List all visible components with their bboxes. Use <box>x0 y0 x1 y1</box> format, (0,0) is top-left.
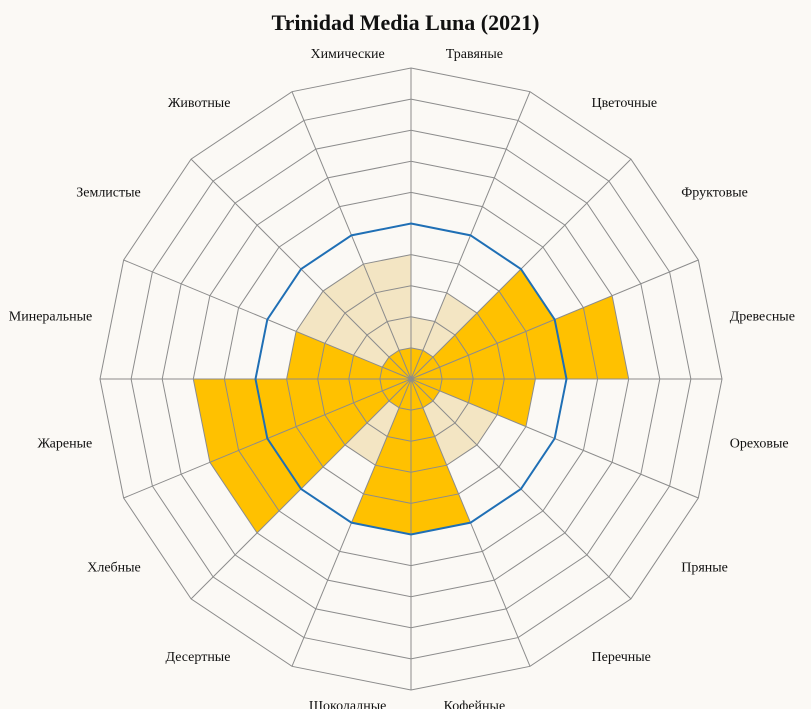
category-label-6: Пряные <box>681 561 728 576</box>
background-wedge-15 <box>323 264 411 379</box>
chart-title: Trinidad Media Luna (2021) <box>271 10 540 35</box>
value-wedge-2 <box>411 350 433 379</box>
value-wedge-9 <box>351 379 411 535</box>
grid-layer <box>99 67 723 691</box>
reference-ring <box>254 222 568 536</box>
value-wedge-3 <box>411 269 555 379</box>
category-label-12: Жареные <box>37 436 92 451</box>
category-label-3: Фруктовые <box>681 185 748 200</box>
value-wedge-15 <box>389 350 411 379</box>
category-label-10: Десертные <box>166 650 231 665</box>
value-wedge-7 <box>411 379 433 408</box>
category-label-11: Хлебные <box>87 561 141 576</box>
category-label-9: Шоколадные <box>309 699 386 709</box>
value-wedge-12 <box>193 379 411 463</box>
category-label-15: Животные <box>168 96 231 111</box>
reference-ring-layer <box>254 222 568 536</box>
value-wedge-14 <box>382 357 411 379</box>
category-label-2: Цветочные <box>592 96 658 111</box>
category-label-7: Перечные <box>592 650 651 665</box>
value-wedge-11 <box>209 379 411 533</box>
category-label-14: Землистые <box>76 185 141 200</box>
category-label-1: Травяные <box>446 47 503 62</box>
value-wedge-13 <box>286 331 411 379</box>
category-label-16: Химические <box>310 47 384 62</box>
value-wedge-10 <box>389 379 411 408</box>
category-label-13: Минеральные <box>9 310 92 325</box>
background-wedge-16 <box>363 254 411 379</box>
value-wedge-4 <box>411 295 629 379</box>
category-label-4: Древесные <box>730 310 795 325</box>
category-label-layer: Травяные Цветочные Фруктовые Древесные Орехо… <box>9 47 795 709</box>
value-wedge-5 <box>411 379 536 427</box>
value-wedge-6 <box>411 379 440 401</box>
category-label-5: Ореховые <box>730 436 789 451</box>
background-wedge-14 <box>296 291 411 379</box>
value-wedge-8 <box>411 379 471 535</box>
category-label-8: Кофейные <box>444 699 506 709</box>
